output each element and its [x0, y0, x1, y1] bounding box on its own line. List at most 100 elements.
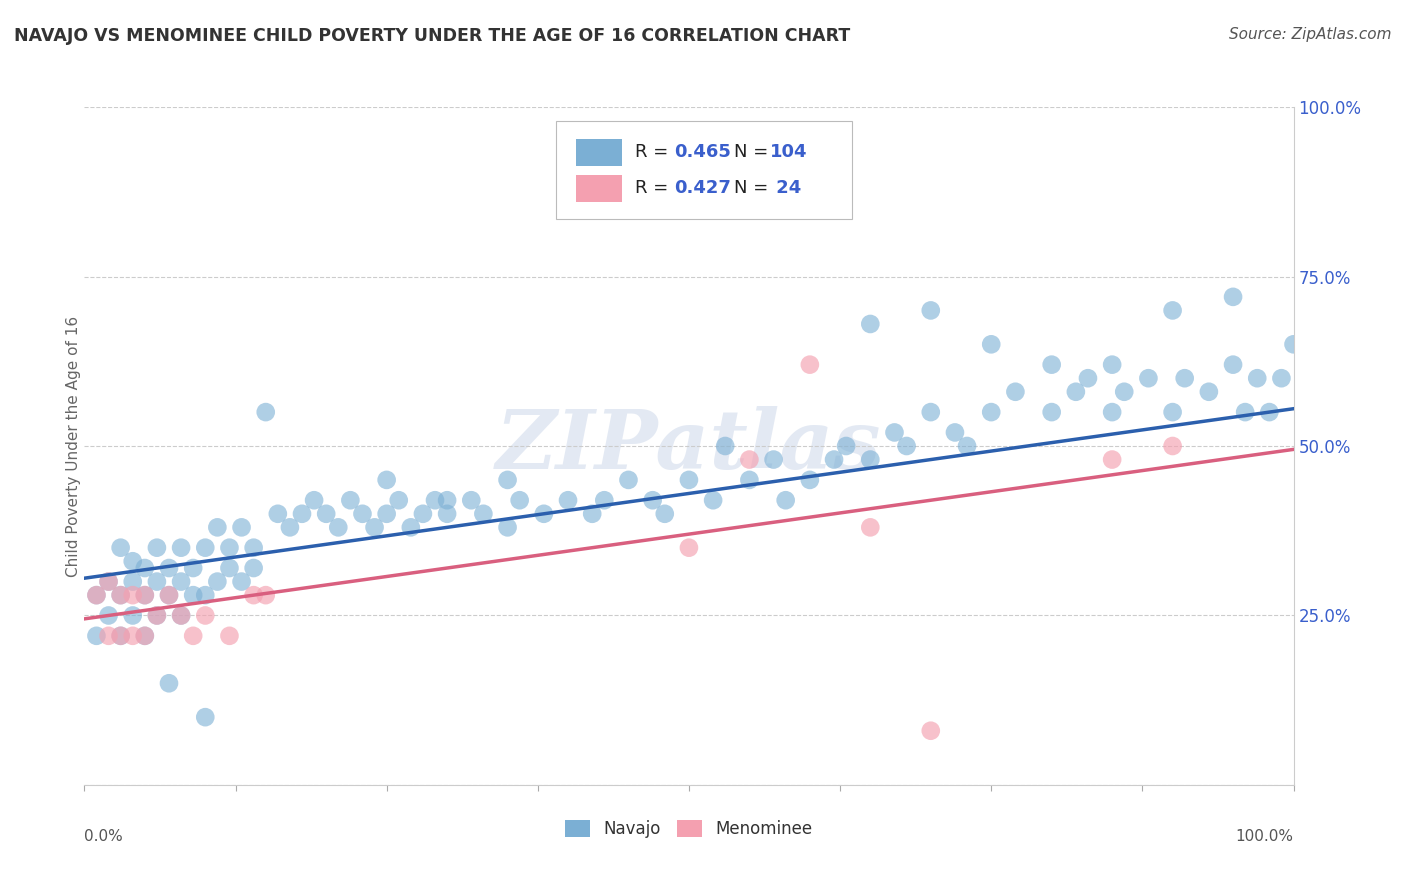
- Navajo: [1161, 303, 1184, 318]
- Text: 0.465: 0.465: [675, 144, 731, 161]
- Menominee: [738, 452, 761, 467]
- Navajo: [943, 425, 966, 440]
- Navajo: [231, 520, 253, 534]
- Menominee: [97, 574, 120, 589]
- Legend: Navajo, Menominee: Navajo, Menominee: [558, 813, 820, 845]
- Navajo: [375, 473, 398, 487]
- Navajo: [97, 574, 120, 589]
- Navajo: [980, 405, 1002, 419]
- Navajo: [581, 507, 603, 521]
- Navajo: [1137, 371, 1160, 385]
- FancyBboxPatch shape: [576, 175, 623, 202]
- Navajo: [1222, 358, 1244, 372]
- Navajo: [509, 493, 531, 508]
- Navajo: [835, 439, 858, 453]
- Menominee: [134, 629, 156, 643]
- Navajo: [97, 608, 120, 623]
- Navajo: [134, 629, 156, 643]
- Menominee: [146, 608, 169, 623]
- Text: NAVAJO VS MENOMINEE CHILD POVERTY UNDER THE AGE OF 16 CORRELATION CHART: NAVAJO VS MENOMINEE CHILD POVERTY UNDER …: [14, 27, 851, 45]
- Navajo: [533, 507, 555, 521]
- Navajo: [557, 493, 579, 508]
- Text: R =: R =: [634, 179, 673, 197]
- Navajo: [920, 303, 942, 318]
- Navajo: [883, 425, 905, 440]
- Text: R =: R =: [634, 144, 673, 161]
- Menominee: [1161, 439, 1184, 453]
- Navajo: [170, 541, 193, 555]
- Navajo: [399, 520, 422, 534]
- Navajo: [1040, 358, 1063, 372]
- Navajo: [593, 493, 616, 508]
- Navajo: [1101, 358, 1123, 372]
- Navajo: [146, 574, 169, 589]
- Text: 104: 104: [770, 144, 807, 161]
- Navajo: [678, 473, 700, 487]
- Navajo: [121, 574, 143, 589]
- Menominee: [242, 588, 264, 602]
- Navajo: [146, 608, 169, 623]
- Navajo: [339, 493, 361, 508]
- Menominee: [181, 629, 204, 643]
- Navajo: [496, 473, 519, 487]
- Navajo: [1234, 405, 1257, 419]
- Navajo: [86, 588, 108, 602]
- Menominee: [194, 608, 217, 623]
- Navajo: [231, 574, 253, 589]
- FancyBboxPatch shape: [555, 120, 852, 219]
- Navajo: [194, 588, 217, 602]
- Navajo: [110, 629, 132, 643]
- Navajo: [1222, 290, 1244, 304]
- Navajo: [1258, 405, 1281, 419]
- Navajo: [920, 405, 942, 419]
- Navajo: [436, 507, 458, 521]
- Navajo: [181, 561, 204, 575]
- Text: ZIPatlas: ZIPatlas: [496, 406, 882, 486]
- Navajo: [267, 507, 290, 521]
- Menominee: [1101, 452, 1123, 467]
- Navajo: [1246, 371, 1268, 385]
- Navajo: [121, 608, 143, 623]
- Navajo: [1161, 405, 1184, 419]
- Navajo: [738, 473, 761, 487]
- Navajo: [110, 541, 132, 555]
- Navajo: [194, 710, 217, 724]
- Navajo: [1004, 384, 1026, 399]
- Menominee: [218, 629, 240, 643]
- Menominee: [799, 358, 821, 372]
- Navajo: [1282, 337, 1305, 351]
- Menominee: [121, 588, 143, 602]
- Navajo: [194, 541, 217, 555]
- Navajo: [1174, 371, 1197, 385]
- Navajo: [775, 493, 797, 508]
- Navajo: [896, 439, 918, 453]
- Menominee: [110, 588, 132, 602]
- Navajo: [859, 452, 882, 467]
- Navajo: [157, 588, 180, 602]
- Navajo: [412, 507, 434, 521]
- Navajo: [496, 520, 519, 534]
- Navajo: [352, 507, 374, 521]
- Navajo: [859, 317, 882, 331]
- Navajo: [218, 541, 240, 555]
- Text: N =: N =: [734, 179, 768, 197]
- Navajo: [110, 588, 132, 602]
- Navajo: [617, 473, 640, 487]
- Menominee: [170, 608, 193, 623]
- Navajo: [207, 574, 229, 589]
- Navajo: [460, 493, 482, 508]
- Navajo: [181, 588, 204, 602]
- Navajo: [436, 493, 458, 508]
- Navajo: [1077, 371, 1099, 385]
- Menominee: [86, 588, 108, 602]
- Menominee: [678, 541, 700, 555]
- FancyBboxPatch shape: [576, 139, 623, 166]
- Menominee: [157, 588, 180, 602]
- Navajo: [363, 520, 385, 534]
- Text: N =: N =: [734, 144, 768, 161]
- Navajo: [423, 493, 446, 508]
- Navajo: [714, 439, 737, 453]
- Text: 0.0%: 0.0%: [84, 829, 124, 844]
- Menominee: [121, 629, 143, 643]
- Menominee: [859, 520, 882, 534]
